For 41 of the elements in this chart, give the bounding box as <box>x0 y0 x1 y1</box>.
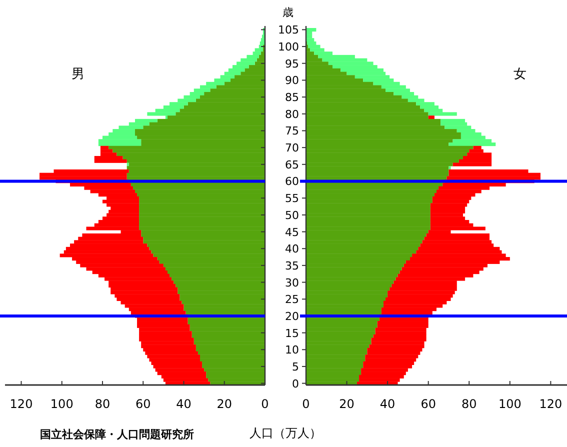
x-tick-label: 40 <box>176 397 192 411</box>
text: 国立社会保障・人口問題研究所 <box>40 428 194 441</box>
y-tick-label: 10 <box>285 344 299 357</box>
y-tick-label: 20 <box>285 310 299 323</box>
x-tick-label: 120 <box>539 397 562 411</box>
y-tick-label: 15 <box>285 326 299 340</box>
y-tick-label: 95 <box>285 57 299 70</box>
x-tick-label: 20 <box>216 397 232 411</box>
y-tick-label: 60 <box>285 175 299 188</box>
y-tick-label: 75 <box>285 124 299 138</box>
y-tick-label: 40 <box>285 242 299 256</box>
y-tick-label: 35 <box>285 259 299 272</box>
x-tick-label: 60 <box>135 397 151 411</box>
y-tick-label: 25 <box>285 293 299 306</box>
y-tick-label: 90 <box>285 74 299 88</box>
x-tick-label: 60 <box>420 397 436 411</box>
x-tick-label: 100 <box>50 397 74 411</box>
x-tick-label: 80 <box>461 397 477 411</box>
y-tick-label: 100 <box>278 40 299 54</box>
x-tick-label: 80 <box>94 397 110 411</box>
y-tick-label: 30 <box>285 276 299 290</box>
annotation: 女 <box>514 67 526 82</box>
y-tick-label: 0 <box>292 377 299 390</box>
x-tick-label: 0 <box>261 397 269 411</box>
x-tick-label: 20 <box>339 397 354 411</box>
x-axis-title: 人口（万人） <box>250 426 322 440</box>
y-tick-label: 80 <box>285 108 299 121</box>
annotation: 男 <box>72 67 84 82</box>
y-tick-label: 45 <box>285 226 299 239</box>
x-tick-label: 0 <box>302 397 310 411</box>
y-tick-label: 5 <box>292 360 299 374</box>
y-tick-label: 85 <box>285 91 299 104</box>
x-tick-label: 100 <box>498 397 522 411</box>
y-axis-title: 歳 <box>282 6 294 19</box>
y-tick-label: 50 <box>285 208 299 222</box>
y-tick-label: 55 <box>285 192 299 206</box>
y-tick-label: 65 <box>285 158 299 172</box>
x-tick-label: 40 <box>380 397 396 411</box>
x-tick-label: 120 <box>10 397 33 411</box>
y-tick-label: 70 <box>285 142 299 155</box>
y-tick-label: 105 <box>278 24 299 37</box>
